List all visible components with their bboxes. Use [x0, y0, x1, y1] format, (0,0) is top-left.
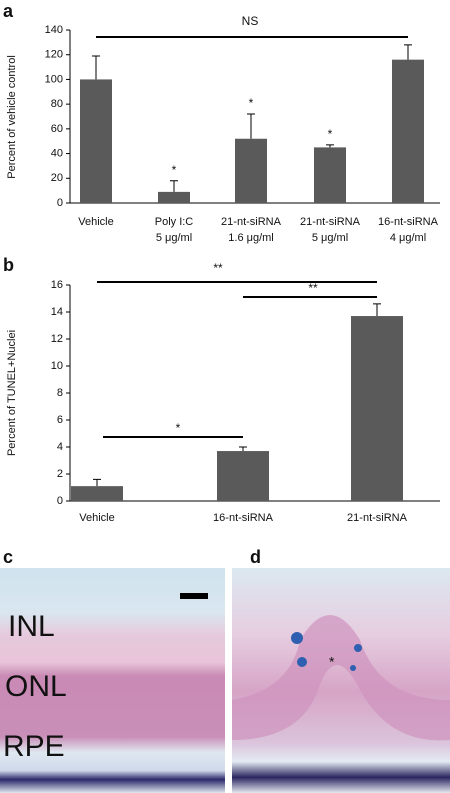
- y-tick-label: 140: [45, 24, 63, 36]
- panel-label: b: [3, 255, 14, 275]
- bar: [71, 486, 123, 501]
- stain-spot: [350, 665, 356, 671]
- y-tick-label: 12: [51, 333, 63, 345]
- y-tick-label: 4: [57, 441, 63, 453]
- image-label: INL: [8, 610, 55, 643]
- panel-label: a: [3, 1, 14, 21]
- y-tick-label: 14: [51, 306, 63, 318]
- significance-label: *: [176, 421, 181, 435]
- error-bar: [92, 55, 100, 80]
- bar: [235, 138, 267, 203]
- y-tick-label: 120: [45, 49, 63, 61]
- image-background: [0, 568, 225, 793]
- y-tick-label: 8: [57, 387, 63, 399]
- bar: [351, 316, 403, 501]
- y-tick-label: 20: [51, 172, 63, 184]
- bar: [217, 451, 269, 501]
- x-tick-label: 5 μg/ml: [312, 232, 348, 244]
- x-tick-label: Vehicle: [78, 216, 113, 228]
- x-tick-label: 21-nt-siRNA: [300, 216, 361, 228]
- image-label: ONL: [5, 670, 67, 703]
- bar: [314, 147, 346, 203]
- x-tick-label: 16-nt-siRNA: [213, 512, 274, 524]
- significance-label: *: [172, 163, 177, 177]
- x-tick-label: 4 μg/ml: [390, 232, 426, 244]
- stain-spot: [354, 644, 362, 652]
- significance-label: **: [308, 281, 318, 295]
- error-bar: [373, 303, 381, 317]
- y-tick-label: 16: [51, 279, 63, 291]
- error-bar: [239, 446, 247, 452]
- y-tick-label: 0: [57, 495, 63, 507]
- y-tick-label: 40: [51, 147, 63, 159]
- x-tick-label: 1.6 μg/ml: [228, 232, 273, 244]
- image-label: RPE: [3, 730, 65, 763]
- bar: [80, 79, 112, 203]
- y-axis-label: Percent of TUNEL+Nuclei: [6, 330, 18, 456]
- panel-label: c: [3, 547, 13, 567]
- y-tick-label: 0: [57, 197, 63, 209]
- error-bar: [247, 113, 255, 139]
- significance-label: *: [249, 96, 254, 110]
- x-tick-label: Vehicle: [79, 512, 114, 524]
- stain-spot: [291, 632, 303, 644]
- error-bar: [93, 478, 101, 487]
- y-tick-label: 60: [51, 123, 63, 135]
- y-tick-label: 2: [57, 468, 63, 480]
- x-tick-label: Poly I:C: [155, 216, 194, 228]
- significance-label: **: [213, 261, 223, 275]
- y-tick-label: 80: [51, 98, 63, 110]
- bar: [392, 59, 424, 204]
- image-background: [232, 568, 450, 793]
- significance-label: *: [328, 127, 333, 141]
- error-bar: [404, 44, 412, 60]
- y-tick-label: 100: [45, 73, 63, 85]
- stain-spot: [297, 657, 307, 667]
- y-axis-label: Percent of vehicle control: [6, 55, 18, 179]
- error-bar: [326, 144, 334, 148]
- histology-d: *: [232, 568, 450, 793]
- error-bar: [170, 180, 178, 192]
- histology-c: INL ONL RPE: [0, 568, 225, 793]
- significance-label: NS: [242, 14, 259, 28]
- image-label: *: [329, 654, 335, 670]
- y-tick-label: 6: [57, 414, 63, 426]
- x-tick-label: 21-nt-siRNA: [221, 216, 282, 228]
- bar: [158, 191, 190, 203]
- scale-bar: [180, 593, 208, 599]
- tissue-fold: [232, 615, 450, 741]
- x-tick-label: 21-nt-siRNA: [347, 512, 408, 524]
- y-tick-label: 10: [51, 360, 63, 372]
- x-tick-label: 16-nt-siRNA: [378, 216, 439, 228]
- panel-label: d: [250, 547, 261, 567]
- x-tick-label: 5 μg/ml: [156, 232, 192, 244]
